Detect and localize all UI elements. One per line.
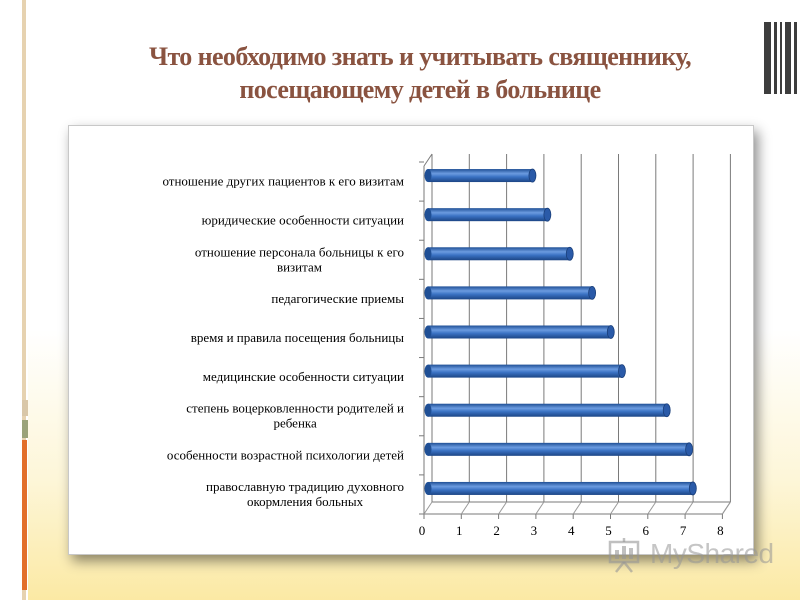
floor-depth-line — [647, 501, 657, 515]
category-label: отношение персонала больницы к его — [195, 244, 404, 259]
x-tick-label: 7 — [680, 523, 687, 538]
bar-base — [424, 364, 432, 378]
floor-depth-line — [498, 501, 508, 515]
floor-depth-line — [684, 501, 694, 515]
bar-cap — [618, 364, 626, 379]
bar — [424, 325, 615, 339]
x-tick-label: 5 — [605, 523, 612, 538]
bar — [424, 207, 552, 222]
bar-chart: 0 1 2 3 4 5 6 7 8 отношение других пациентов к ег… — [162, 153, 731, 538]
floor-depth-line — [572, 501, 582, 515]
bar-base — [424, 481, 432, 495]
category-label: юридические особенности ситуации — [202, 213, 404, 228]
bar-base — [424, 169, 432, 183]
bar-body — [428, 442, 690, 456]
bar-body — [428, 481, 693, 495]
bar — [424, 168, 537, 183]
x-tick-label: 2 — [493, 523, 500, 538]
left-wall-top — [423, 153, 433, 167]
presentation-icon — [608, 538, 640, 573]
slide-title: Что необходимо знать и учитывать священн… — [70, 40, 770, 106]
left-decor-swatch — [22, 420, 28, 438]
bar-base — [424, 325, 432, 339]
chart-frame: 0 1 2 3 4 5 6 7 8 отношение других пациентов к ег… — [68, 125, 754, 555]
category-label: отношение других пациентов к его визитам — [162, 174, 404, 189]
bar-body — [428, 325, 611, 339]
x-tick-label: 6 — [643, 523, 650, 538]
bar-base — [424, 403, 432, 417]
bar-base — [424, 442, 432, 456]
watermark-text: MyShared — [650, 538, 774, 569]
title-line: посещающему детей в больнице — [239, 75, 601, 104]
x-tick-label: 3 — [531, 523, 538, 538]
bar-body — [428, 403, 667, 417]
bar-body — [428, 169, 533, 183]
x-tick-label: 0 — [419, 523, 426, 538]
category-label: православную традицию духовного — [206, 479, 404, 494]
bar-body — [428, 286, 593, 300]
left-decor-bar — [22, 0, 26, 600]
bar-body — [428, 364, 622, 378]
x-tick-label: 8 — [717, 523, 724, 538]
bar-cap — [588, 285, 597, 300]
category-label: время и правила посещения больницы — [191, 330, 405, 345]
floor-depth-line — [423, 501, 433, 515]
category-label: медицинские особенности ситуации — [203, 369, 404, 384]
category-label: степень воцерковленности родителей и — [186, 401, 404, 416]
bar — [424, 403, 671, 418]
left-decor-accent — [22, 440, 27, 590]
bar-body — [428, 208, 548, 222]
bar-cap — [685, 442, 693, 457]
bar-cap — [662, 403, 671, 418]
corner-decor-lines — [764, 22, 800, 94]
bar — [424, 481, 697, 496]
bar — [424, 442, 693, 457]
bar — [424, 364, 626, 379]
watermark: MyShared — [606, 536, 776, 576]
bar — [424, 246, 574, 261]
category-label: визитам — [277, 259, 322, 274]
category-label: ребенка — [273, 416, 317, 431]
title-line: Что необходимо знать и учитывать священн… — [148, 42, 692, 71]
left-decor-swatch — [22, 400, 28, 416]
bar-cap — [606, 325, 615, 339]
floor-depth-line — [535, 501, 545, 515]
floor-depth-line — [460, 501, 470, 515]
bar-cap — [688, 481, 697, 496]
x-tick-label: 1 — [456, 523, 463, 538]
category-label: особенности возрастной психологии детей — [167, 447, 404, 462]
bar — [424, 285, 597, 300]
bar-body — [428, 247, 570, 261]
bar-cap — [528, 168, 537, 183]
category-label: окормления больных — [247, 494, 364, 509]
x-tick-label: 4 — [568, 523, 575, 538]
floor-depth-line — [721, 501, 731, 515]
bar-base — [424, 208, 432, 222]
floor-depth-line — [610, 501, 619, 515]
bar-base — [424, 247, 432, 261]
bar-cap — [565, 246, 574, 261]
bar-base — [424, 286, 432, 300]
category-label: педагогические приемы — [271, 291, 404, 306]
bar-cap — [543, 207, 552, 222]
